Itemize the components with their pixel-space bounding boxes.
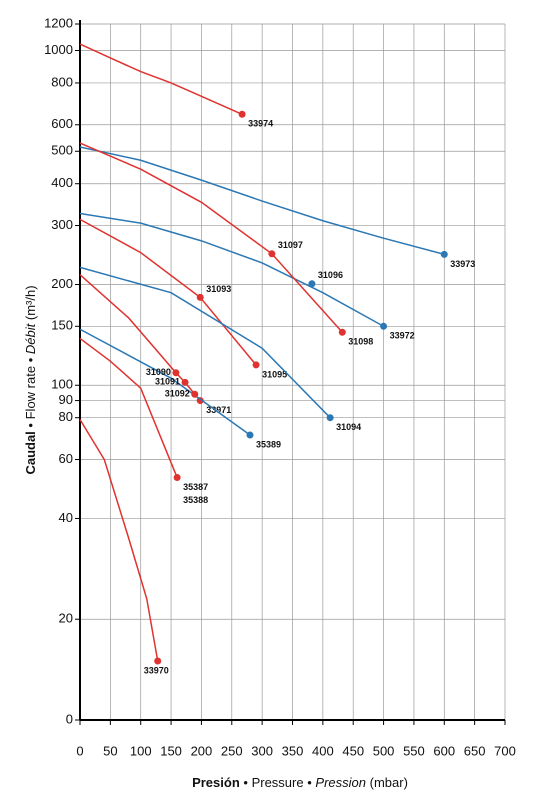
- curve-label: 33970: [144, 665, 169, 675]
- x-title-part: •: [307, 775, 312, 790]
- curve-label: 33971: [206, 405, 231, 415]
- x-tick-label: 50: [103, 743, 117, 758]
- y-tick-label: 60: [59, 451, 73, 466]
- x-axis-title: Presión • Pressure • Pression (mbar): [192, 775, 408, 790]
- end-marker: [246, 431, 254, 439]
- x-tick-label: 300: [251, 743, 273, 758]
- curve-label: 31094: [336, 422, 361, 432]
- end-marker: [380, 322, 388, 330]
- curve-label: 33973: [450, 259, 475, 269]
- y-title-part: Caudal: [23, 431, 38, 474]
- point-marker: [191, 390, 199, 398]
- curve-label: 31095: [262, 369, 287, 379]
- end-marker: [440, 250, 448, 258]
- end-marker: [252, 361, 260, 369]
- y-title-part: Flow rate: [23, 366, 38, 419]
- point-marker: [268, 250, 276, 258]
- end-marker: [326, 414, 334, 422]
- y-tick-label: 0: [66, 711, 73, 726]
- curve: [79, 266, 331, 419]
- x-title-part: •: [243, 775, 248, 790]
- x-tick-label: 600: [433, 743, 455, 758]
- point-label: 31096: [318, 270, 343, 280]
- y-tick-label: 150: [51, 318, 73, 333]
- y-title-part: •: [23, 423, 38, 428]
- curve: [79, 419, 159, 662]
- curve-label: 35387: [183, 482, 208, 492]
- curve-label: 33972: [390, 331, 415, 341]
- y-tick-label: 80: [59, 409, 73, 424]
- x-tick-label: 350: [282, 743, 304, 758]
- point-marker: [308, 280, 316, 288]
- y-title-part: Débit: [23, 322, 38, 354]
- point-marker: [196, 293, 204, 301]
- point-marker: [172, 369, 180, 377]
- y-tick-label: 500: [51, 143, 73, 158]
- y-tick-label: 400: [51, 175, 73, 190]
- x-tick-label: 0: [76, 743, 83, 758]
- y-tick-label: 20: [59, 611, 73, 626]
- x-tick-label: 100: [130, 743, 152, 758]
- point-label: 31091: [155, 377, 180, 387]
- curve: [79, 146, 445, 256]
- y-tick-label: 90: [59, 392, 73, 407]
- y-tick-label: 600: [51, 116, 73, 131]
- curve-label: 33974: [248, 119, 273, 129]
- curve: [79, 218, 257, 366]
- x-tick-label: 550: [403, 743, 425, 758]
- y-tick-label: 100: [51, 377, 73, 392]
- x-tick-label: 700: [494, 743, 516, 758]
- end-marker: [173, 474, 181, 482]
- x-title-part: Pression: [315, 775, 366, 790]
- x-tick-label: 250: [221, 743, 243, 758]
- curve: [79, 43, 243, 115]
- y-tick-label: 40: [59, 510, 73, 525]
- curve-label: 35389: [256, 439, 281, 449]
- curve: [79, 142, 343, 333]
- x-title-part: Pressure: [252, 775, 304, 790]
- y-tick-label: 300: [51, 217, 73, 232]
- x-tick-label: 500: [373, 743, 395, 758]
- y-tick-label: 800: [51, 74, 73, 89]
- y-tick-label: 1200: [44, 15, 73, 30]
- end-marker: [338, 328, 346, 336]
- y-tick-label: 1000: [44, 42, 73, 57]
- x-tick-label: 450: [342, 743, 364, 758]
- x-tick-label: 400: [312, 743, 334, 758]
- x-tick-label: 200: [191, 743, 213, 758]
- curve: [79, 337, 178, 478]
- point-label: 31093: [206, 284, 231, 294]
- point-label: 31092: [165, 389, 190, 399]
- end-marker: [154, 657, 162, 665]
- y-title-part: (m³/h): [23, 285, 38, 320]
- end-marker: [238, 110, 246, 118]
- x-title-part: Presión: [192, 775, 240, 790]
- point-label: 31090: [146, 367, 171, 377]
- curve-label: 35388: [183, 495, 208, 505]
- y-axis-title: Caudal • Flow rate • Débit (m³/h): [23, 285, 38, 474]
- x-tick-label: 650: [464, 743, 486, 758]
- y-tick-label: 200: [51, 276, 73, 291]
- x-title-part: (mbar): [370, 775, 408, 790]
- y-title-part: •: [23, 357, 38, 362]
- point-label: 31097: [278, 240, 303, 250]
- curve: [79, 328, 251, 436]
- curve: [79, 212, 384, 327]
- point-marker: [181, 378, 189, 386]
- x-tick-label: 150: [160, 743, 182, 758]
- curve-label: 31098: [348, 337, 373, 347]
